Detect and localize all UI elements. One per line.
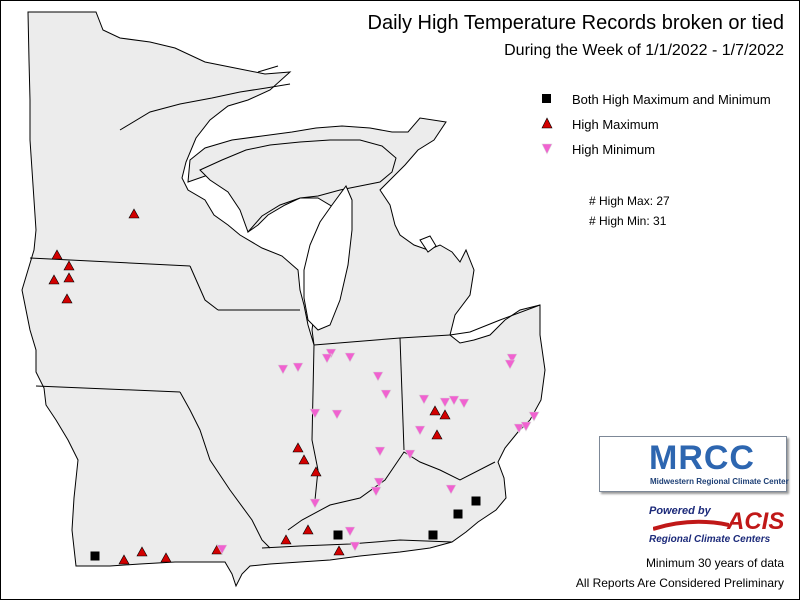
legend-label-high-min: High Minimum <box>572 142 656 157</box>
mrcc-logo: MRCC Midwestern Regional Climate Center <box>599 436 789 492</box>
high-max-marker <box>51 249 63 260</box>
both-record-marker <box>453 509 463 519</box>
map-subtitle: During the Week of 1/1/2022 - 1/7/2022 <box>504 42 784 59</box>
map-title: Daily High Temperature Records broken or… <box>367 12 785 34</box>
high-min-marker <box>309 498 321 509</box>
high-min-marker <box>439 397 451 408</box>
state-border-ky <box>287 451 496 531</box>
state-border-mi-oh <box>313 334 451 346</box>
high-min-marker <box>528 411 540 422</box>
high-min-marker <box>216 544 228 555</box>
lake-michigan <box>303 185 353 331</box>
acis-swoosh-icon <box>653 519 729 531</box>
high-max-count-value: 27 <box>656 194 670 208</box>
high-min-marker <box>331 409 343 420</box>
high-min-marker <box>458 398 470 409</box>
high-min-marker <box>349 541 361 552</box>
high-max-marker <box>118 554 130 565</box>
record-markers <box>48 208 540 565</box>
high-min-marker <box>374 446 386 457</box>
high-min-count-value: 31 <box>653 214 667 228</box>
state-border-ia-wi <box>189 265 219 311</box>
high-max-marker <box>302 524 314 535</box>
high-max-marker <box>128 208 140 219</box>
both-record-marker <box>90 551 100 561</box>
record-counts: # High Max: 27 # High Min: 31 <box>589 191 670 231</box>
upper-peninsula <box>199 139 397 233</box>
high-max-marker <box>48 274 60 285</box>
high-max-marker <box>333 545 345 556</box>
high-max-marker <box>431 429 443 440</box>
black-square-icon <box>542 94 551 103</box>
acis-subtitle: Regional Climate Centers <box>649 534 771 545</box>
state-border-il-mo <box>179 391 271 549</box>
high-max-marker <box>280 534 292 545</box>
high-max-marker <box>292 442 304 453</box>
high-min-count: # High Min: 31 <box>589 211 670 231</box>
isle-royale <box>257 65 279 73</box>
high-min-marker <box>309 408 321 419</box>
acis-logo: Powered by ACIS Regional Climate Centers <box>645 503 795 548</box>
high-min-marker <box>372 371 384 382</box>
mrcc-logo-text: MRCC <box>649 439 755 477</box>
legend-label-both: Both High Maximum and Minimum <box>572 92 771 107</box>
pink-triangle-down-icon <box>541 143 553 155</box>
footer-min-years: Minimum 30 years of data <box>645 556 784 570</box>
high-max-marker <box>63 260 75 271</box>
state-border-ky-tn <box>261 539 453 549</box>
both-record-marker <box>333 530 343 540</box>
midwest-region-outline <box>21 11 546 588</box>
both-record-marker <box>428 530 438 540</box>
high-min-marker <box>414 425 426 436</box>
high-min-marker <box>370 486 382 497</box>
high-max-marker <box>136 546 148 557</box>
state-border-il-in <box>311 344 319 501</box>
high-min-marker <box>325 348 337 359</box>
high-max-marker <box>298 454 310 465</box>
high-max-marker <box>61 293 73 304</box>
high-min-marker <box>321 353 333 364</box>
lake-superior-shore <box>119 83 291 131</box>
high-max-marker <box>429 405 441 416</box>
high-min-marker <box>513 423 525 434</box>
high-min-marker <box>344 526 356 537</box>
high-min-marker <box>277 364 289 375</box>
high-min-marker <box>373 477 385 488</box>
high-min-marker <box>506 353 518 364</box>
state-border-mn-ia <box>29 257 191 267</box>
high-max-marker <box>160 552 172 563</box>
state-border-in-oh <box>399 337 405 451</box>
saginaw-bay <box>419 235 437 253</box>
high-min-count-label: # High Min: <box>589 214 650 228</box>
high-min-marker <box>445 484 457 495</box>
legend-label-high-max: High Maximum <box>572 117 659 132</box>
acis-powered-by: Powered by <box>649 505 711 517</box>
high-max-count: # High Max: 27 <box>589 191 670 211</box>
high-min-marker <box>504 359 516 370</box>
high-max-marker <box>439 409 451 420</box>
high-min-marker <box>292 362 304 373</box>
mrcc-logo-subtitle: Midwestern Regional Climate Center <box>650 477 789 486</box>
high-min-marker <box>418 394 430 405</box>
state-border-ia-mo <box>35 385 181 393</box>
both-record-marker <box>471 496 481 506</box>
acis-name: ACIS <box>727 508 785 535</box>
high-max-marker <box>63 272 75 283</box>
lake-erie-shore <box>449 304 541 336</box>
high-min-marker <box>344 352 356 363</box>
high-min-marker <box>448 395 460 406</box>
high-max-count-label: # High Max: <box>589 194 654 208</box>
high-min-marker <box>380 389 392 400</box>
high-min-marker <box>404 449 416 460</box>
footer-preliminary: All Reports Are Considered Preliminary <box>575 576 784 590</box>
red-triangle-up-icon <box>541 117 553 129</box>
high-min-marker <box>520 421 532 432</box>
high-max-marker <box>310 466 322 477</box>
